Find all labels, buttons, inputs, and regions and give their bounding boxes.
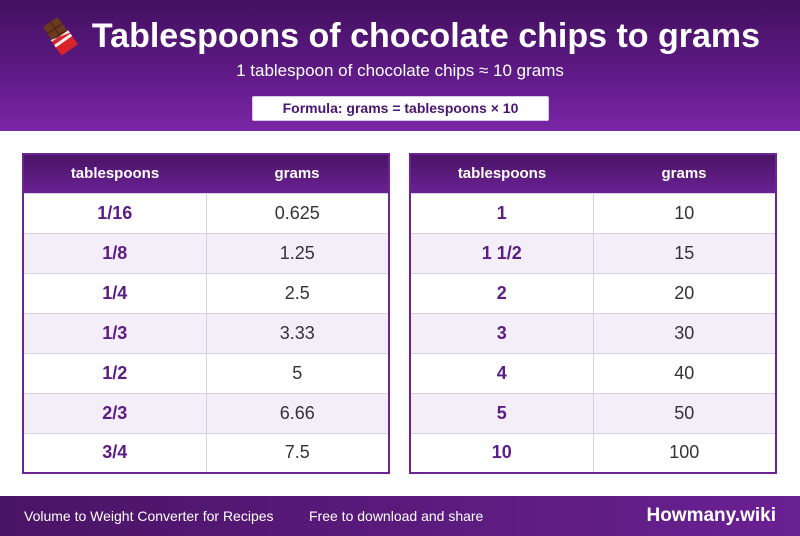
grams-cell: 50 (592, 392, 776, 433)
conversion-table-left: tablespoons grams 1/16 0.625 1/8 1.25 1/… (22, 153, 390, 474)
tablespoons-cell: 1/16 (23, 192, 206, 233)
table-row: 1/2 5 (23, 352, 389, 393)
table-row: 2 20 (410, 272, 776, 313)
tablespoons-cell: 1/2 (23, 352, 206, 393)
table-row: 1/4 2.5 (23, 272, 389, 313)
grams-cell: 100 (592, 432, 776, 473)
tablespoons-cell: 4 (410, 352, 593, 393)
grams-cell: 3.33 (205, 312, 389, 353)
tablespoons-cell: 1/3 (23, 312, 206, 353)
tablespoons-cell: 1/8 (23, 232, 206, 273)
table-header-row: tablespoons grams (410, 154, 776, 193)
tablespoons-cell: 1 1/2 (410, 232, 593, 273)
table-row: 2/3 6.66 (23, 392, 389, 433)
table-header-row: tablespoons grams (23, 154, 389, 193)
column-header-tablespoons: tablespoons (23, 154, 206, 193)
grams-cell: 1.25 (205, 232, 389, 273)
table-row: 3/4 7.5 (23, 432, 389, 473)
column-header-grams: grams (593, 154, 776, 193)
table-row: 10 100 (410, 432, 776, 473)
formula-box: Formula: grams = tablespoons × 10 (252, 96, 549, 121)
title-row: Tablespoons of chocolate chips to grams (0, 14, 800, 58)
column-header-grams: grams (206, 154, 389, 193)
table-row: 4 40 (410, 352, 776, 393)
table-row: 3 30 (410, 312, 776, 353)
tablespoons-cell: 3/4 (23, 432, 206, 473)
column-header-tablespoons: tablespoons (410, 154, 593, 193)
chocolate-bar-icon (43, 17, 78, 56)
table-row: 5 50 (410, 392, 776, 433)
tablespoons-cell: 3 (410, 312, 593, 353)
page-title: Tablespoons of chocolate chips to grams (91, 17, 761, 55)
tablespoons-cell: 10 (410, 432, 593, 473)
tablespoons-cell: 2/3 (23, 392, 206, 433)
table-row: 1/16 0.625 (23, 192, 389, 233)
grams-cell: 15 (592, 232, 776, 273)
grams-cell: 0.625 (205, 192, 389, 233)
grams-cell: 5 (205, 352, 389, 393)
header-banner: Tablespoons of chocolate chips to grams … (0, 0, 800, 131)
tablespoons-cell: 1/4 (23, 272, 206, 313)
grams-cell: 40 (592, 352, 776, 393)
table-row: 1/3 3.33 (23, 312, 389, 353)
footer-description: Volume to Weight Converter for Recipes (24, 508, 274, 524)
tablespoons-cell: 1 (410, 192, 593, 233)
grams-cell: 10 (592, 192, 776, 233)
brand-logo-text: Howmany.wiki (646, 505, 776, 526)
tablespoons-cell: 5 (410, 392, 593, 433)
table-row: 1 10 (410, 192, 776, 233)
grams-cell: 30 (592, 312, 776, 353)
table-row: 1 1/2 15 (410, 232, 776, 273)
grams-cell: 7.5 (205, 432, 389, 473)
grams-cell: 2.5 (205, 272, 389, 313)
footer-bar: Volume to Weight Converter for Recipes F… (0, 496, 800, 536)
grams-cell: 20 (592, 272, 776, 313)
conversion-table-right: tablespoons grams 1 10 1 1/2 15 2 20 3 3… (409, 153, 777, 474)
grams-cell: 6.66 (205, 392, 389, 433)
tablespoons-cell: 2 (410, 272, 593, 313)
page-subtitle: 1 tablespoon of chocolate chips ≈ 10 gra… (236, 61, 564, 80)
table-row: 1/8 1.25 (23, 232, 389, 273)
footer-note: Free to download and share (309, 508, 484, 524)
